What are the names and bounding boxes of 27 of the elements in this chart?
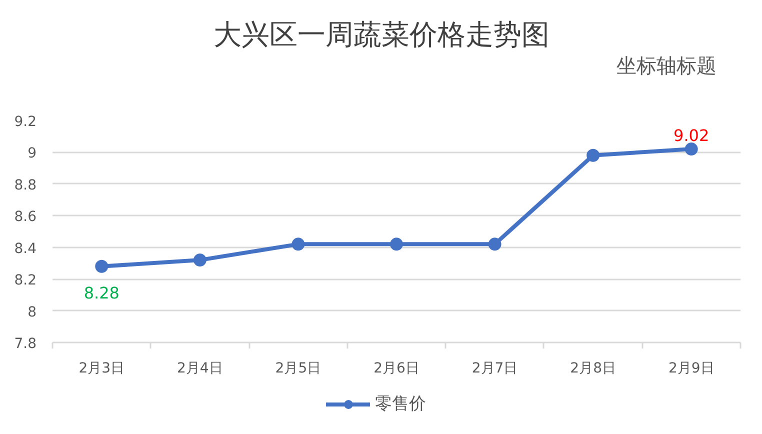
point bbox=[193, 254, 206, 267]
x-tick-label: 2月6日 bbox=[374, 360, 420, 376]
x-tick-label: 2月4日 bbox=[177, 360, 223, 376]
x-tick-label: 2月5日 bbox=[275, 360, 322, 376]
y-tick-label: 9 bbox=[28, 146, 37, 162]
data-label: 9.02 bbox=[674, 126, 710, 146]
y-tick-label: 9.2 bbox=[14, 114, 36, 130]
point bbox=[684, 142, 698, 156]
y-tick-label: 7.8 bbox=[14, 336, 36, 352]
y-tick-label: 8.8 bbox=[14, 177, 36, 194]
point bbox=[95, 260, 108, 273]
chart-title: 大兴区一周蔬菜价格走势图 bbox=[214, 20, 550, 51]
y-axis-title: 坐标轴标题 bbox=[616, 56, 716, 78]
x-tick-label: 2月3日 bbox=[78, 360, 125, 376]
y-tick-label: 8.2 bbox=[14, 272, 36, 289]
y-tick-label: 8.6 bbox=[14, 209, 37, 226]
data-label: 8.28 bbox=[84, 283, 120, 302]
point bbox=[390, 238, 403, 251]
point bbox=[488, 238, 502, 251]
x-tick-label: 2月9日 bbox=[668, 360, 714, 376]
point bbox=[292, 238, 305, 251]
y-tick-label: 8.4 bbox=[14, 240, 37, 257]
y-tick-label: 8 bbox=[28, 304, 37, 320]
point bbox=[586, 148, 600, 162]
legend-label: 零售价 bbox=[375, 393, 426, 415]
x-tick-label: 2月8日 bbox=[570, 360, 616, 376]
x-tick-label: 2月7日 bbox=[472, 360, 518, 376]
